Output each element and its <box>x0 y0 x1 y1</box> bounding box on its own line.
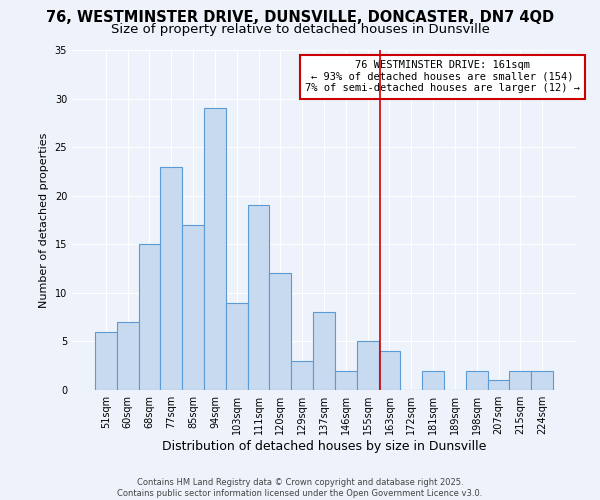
Text: 76 WESTMINSTER DRIVE: 161sqm
← 93% of detached houses are smaller (154)
7% of se: 76 WESTMINSTER DRIVE: 161sqm ← 93% of de… <box>305 60 580 94</box>
Bar <box>95 332 117 390</box>
Bar <box>291 361 313 390</box>
Bar <box>226 302 248 390</box>
Text: 76, WESTMINSTER DRIVE, DUNSVILLE, DONCASTER, DN7 4QD: 76, WESTMINSTER DRIVE, DUNSVILLE, DONCAS… <box>46 10 554 25</box>
Bar <box>357 342 379 390</box>
Bar <box>182 225 204 390</box>
Text: Size of property relative to detached houses in Dunsville: Size of property relative to detached ho… <box>110 22 490 36</box>
Bar <box>531 370 553 390</box>
Bar <box>379 351 400 390</box>
Bar <box>488 380 509 390</box>
Bar <box>466 370 488 390</box>
Bar <box>269 274 291 390</box>
Bar <box>160 166 182 390</box>
Bar <box>248 206 269 390</box>
Bar <box>139 244 160 390</box>
Text: Contains HM Land Registry data © Crown copyright and database right 2025.
Contai: Contains HM Land Registry data © Crown c… <box>118 478 482 498</box>
Bar <box>117 322 139 390</box>
Bar <box>509 370 531 390</box>
Bar <box>313 312 335 390</box>
X-axis label: Distribution of detached houses by size in Dunsville: Distribution of detached houses by size … <box>162 440 486 453</box>
Bar <box>335 370 357 390</box>
Bar <box>422 370 444 390</box>
Y-axis label: Number of detached properties: Number of detached properties <box>39 132 49 308</box>
Bar <box>204 108 226 390</box>
